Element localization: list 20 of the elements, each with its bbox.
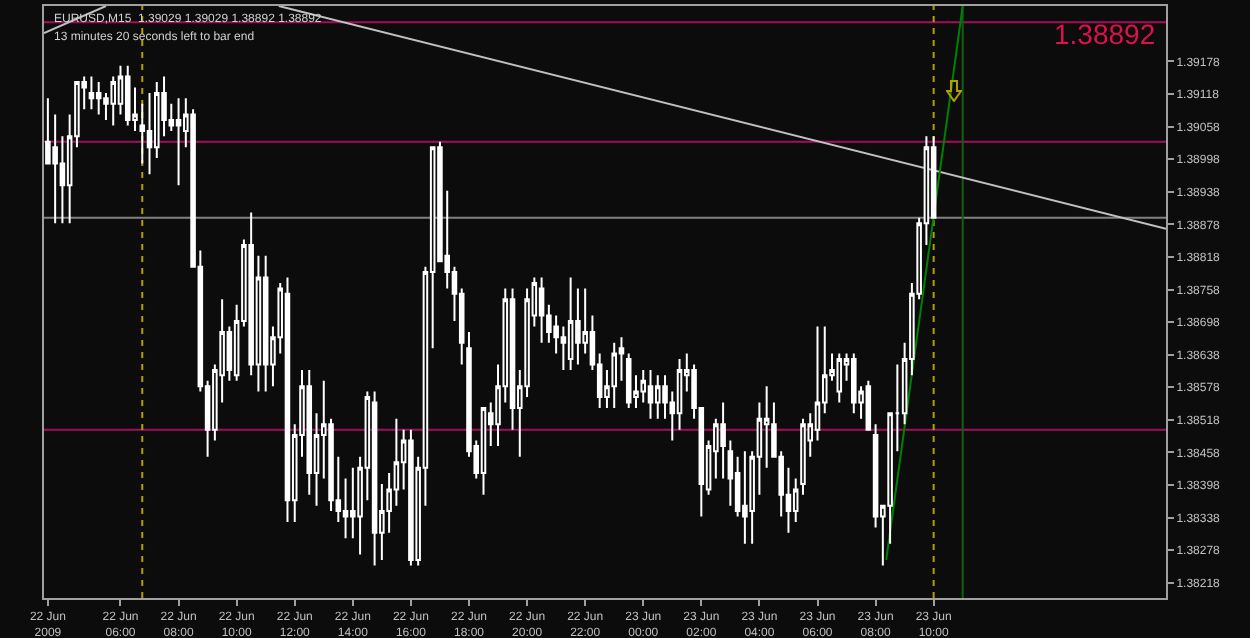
candlestick [95, 81, 102, 116]
candlestick [742, 450, 748, 545]
candlestick [567, 276, 574, 371]
candlestick [865, 379, 872, 431]
candlestick [538, 276, 545, 344]
candlestick [836, 352, 843, 404]
candlestick [408, 428, 414, 567]
candlestick [262, 254, 269, 393]
candlestick [654, 374, 661, 420]
candlestick [851, 352, 857, 415]
candlestick [611, 341, 617, 409]
candlestick [371, 390, 378, 567]
candlestick [124, 64, 131, 127]
candlestick [284, 276, 291, 523]
candlestick [625, 352, 632, 409]
annotation: 1.38892 [1054, 18, 1156, 50]
candlestick [647, 368, 654, 420]
candlestick [175, 97, 182, 187]
candlestick [88, 75, 95, 111]
candlestick [480, 406, 487, 496]
